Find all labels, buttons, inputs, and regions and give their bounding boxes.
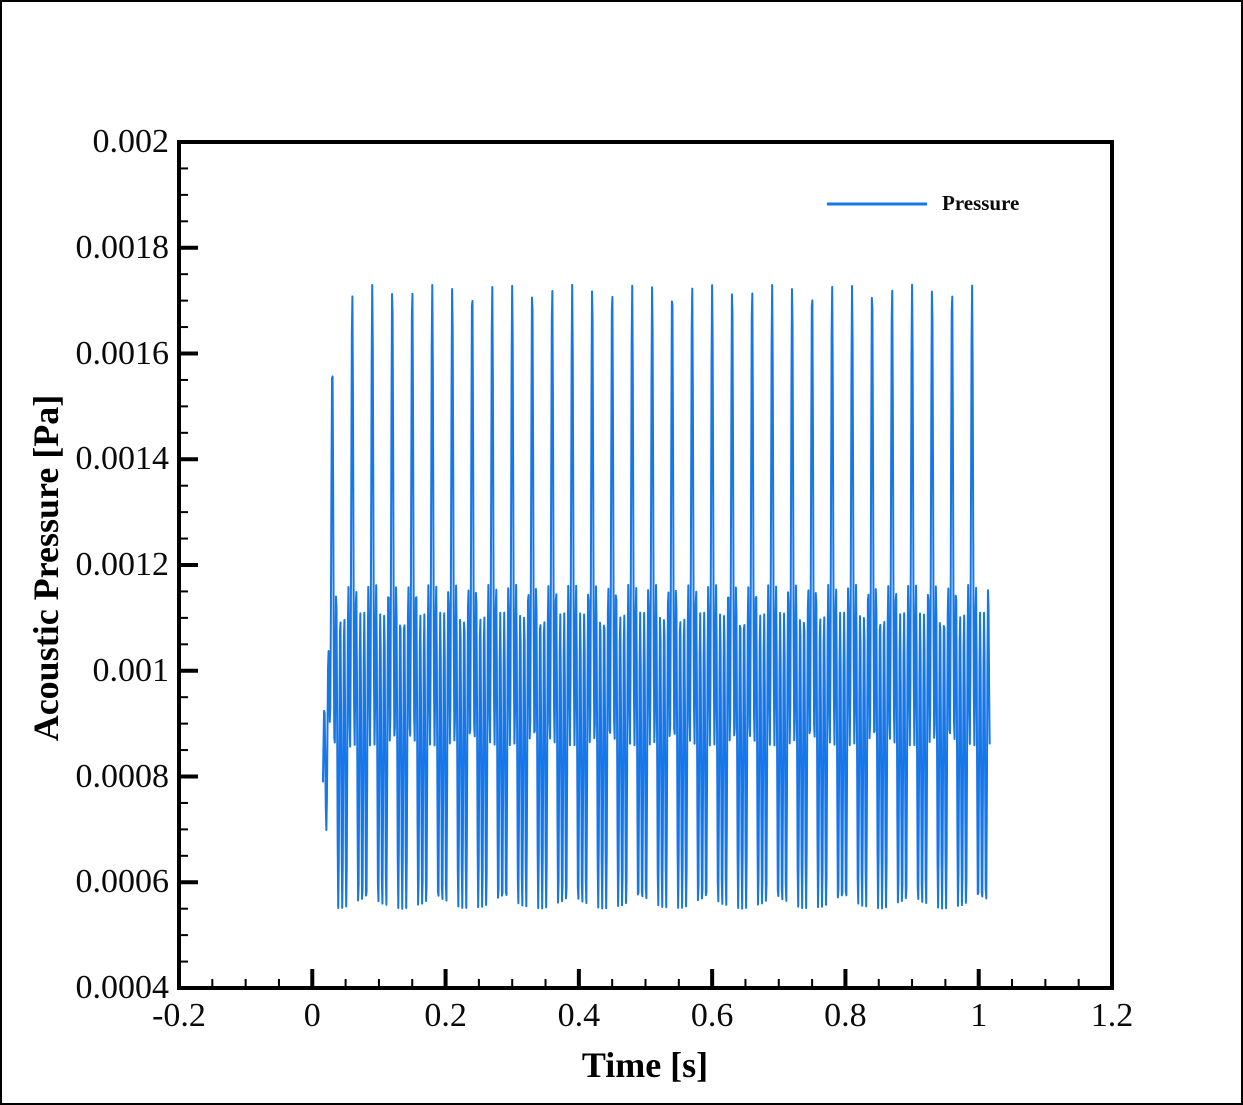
- x-tick-label: 1.2: [1090, 997, 1134, 1034]
- y-tick-label: 0.0018: [75, 228, 170, 266]
- pressure-series-line: [321, 283, 991, 910]
- y-tick-label: 0.0008: [75, 757, 170, 795]
- x-tick-label: 0.6: [690, 997, 734, 1034]
- x-tick-label: 0.4: [557, 997, 601, 1034]
- y-tick-label: 0.0016: [75, 334, 170, 372]
- y-tick-label: 0.001: [92, 651, 170, 689]
- y-tick-label: 0.0012: [75, 546, 170, 583]
- y-tick-label: 0.0006: [75, 863, 170, 901]
- y-tick-label: 0.0014: [75, 440, 170, 478]
- x-tick-label: 0.8: [824, 997, 867, 1034]
- legend-label: Pressure: [942, 191, 1020, 215]
- y-tick-label: 0.0004: [75, 969, 170, 1006]
- x-tick-label: 0.2: [424, 997, 467, 1034]
- x-tick-label: 1: [970, 997, 988, 1034]
- x-tick-label: 0: [303, 997, 321, 1034]
- x-tick-label: -0.2: [152, 997, 206, 1034]
- x-axis-title: Time [s]: [581, 1045, 709, 1085]
- y-axis-title: Acoustic Pressure [Pa]: [26, 394, 66, 742]
- y-tick-label: 0.002: [92, 123, 170, 160]
